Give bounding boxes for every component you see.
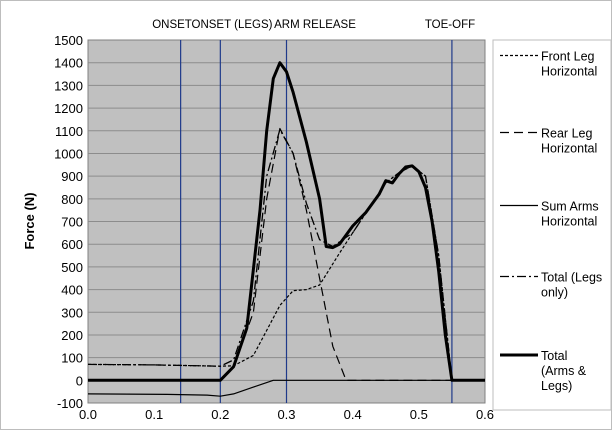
legend-label: Total (Legs bbox=[541, 271, 602, 285]
y-tick-label: 1400 bbox=[54, 56, 83, 71]
series-line-5 bbox=[88, 61, 485, 382]
x-tick-label: 0.5 bbox=[410, 407, 428, 422]
y-tick-label: 100 bbox=[61, 351, 83, 366]
y-tick-label: -100 bbox=[57, 396, 83, 411]
legend-label: Rear Leg bbox=[541, 127, 592, 141]
y-tick-label: 1300 bbox=[54, 78, 83, 93]
y-tick-label: 1000 bbox=[54, 146, 83, 161]
event-marker-label: ARM RELEASE bbox=[274, 19, 356, 31]
y-tick-label: 700 bbox=[61, 215, 83, 230]
x-tick-label: 0.6 bbox=[476, 407, 494, 422]
event-marker-label: ONSET bbox=[152, 19, 192, 31]
y-tick-label: 1500 bbox=[54, 33, 83, 48]
series-group bbox=[87, 61, 485, 397]
event-marker-label: TOE-OFF bbox=[425, 19, 475, 31]
y-tick-label: 900 bbox=[61, 169, 83, 184]
y-tick-label: 400 bbox=[61, 283, 83, 298]
x-axis-ticks: 0.0 0.1 0.2 0.3 0.4 0.5 0.6 bbox=[79, 407, 494, 422]
x-tick-label: 0.1 bbox=[145, 407, 163, 422]
y-tick-label: 500 bbox=[61, 260, 83, 275]
x-tick-label: 0.4 bbox=[344, 407, 362, 422]
legend-label: Horizontal bbox=[541, 142, 597, 156]
y-tick-label: 200 bbox=[61, 328, 83, 343]
legend-label: Legs) bbox=[541, 379, 572, 393]
y-axis-label: Force (N) bbox=[22, 192, 37, 249]
x-tick-label: 0.0 bbox=[79, 407, 97, 422]
legend-box bbox=[492, 39, 612, 411]
x-tick-label: 0.3 bbox=[277, 407, 295, 422]
y-tick-label: 600 bbox=[61, 237, 83, 252]
legend-label: Front Leg bbox=[541, 50, 595, 64]
legend-label: Total bbox=[541, 349, 567, 363]
legend-label: Horizontal bbox=[541, 65, 597, 79]
x-tick-label: 0.2 bbox=[211, 407, 229, 422]
y-tick-label: 1100 bbox=[55, 124, 83, 139]
event-marker-label: ONSET (LEGS) bbox=[192, 19, 273, 31]
legend-label: Sum Arms bbox=[541, 200, 599, 214]
y-tick-label: 300 bbox=[61, 305, 83, 320]
legend-label: only) bbox=[541, 286, 568, 300]
y-tick-label: 800 bbox=[61, 192, 83, 207]
series-line-3 bbox=[87, 379, 485, 397]
y-tick-label: 1200 bbox=[54, 101, 83, 116]
event-markers: ONSET ONSET (LEGS) ARM RELEASE TOE-OFF bbox=[152, 19, 475, 403]
legend-label: Horizontal bbox=[541, 215, 597, 229]
series-line-4 bbox=[87, 128, 485, 381]
y-axis-ticks: -100 0 100 200 300 400 500 600 700 800 900 1000 1100… bbox=[54, 33, 83, 411]
legend-label: (Arms & bbox=[541, 364, 587, 378]
y-tick-label: 0 bbox=[76, 373, 83, 388]
